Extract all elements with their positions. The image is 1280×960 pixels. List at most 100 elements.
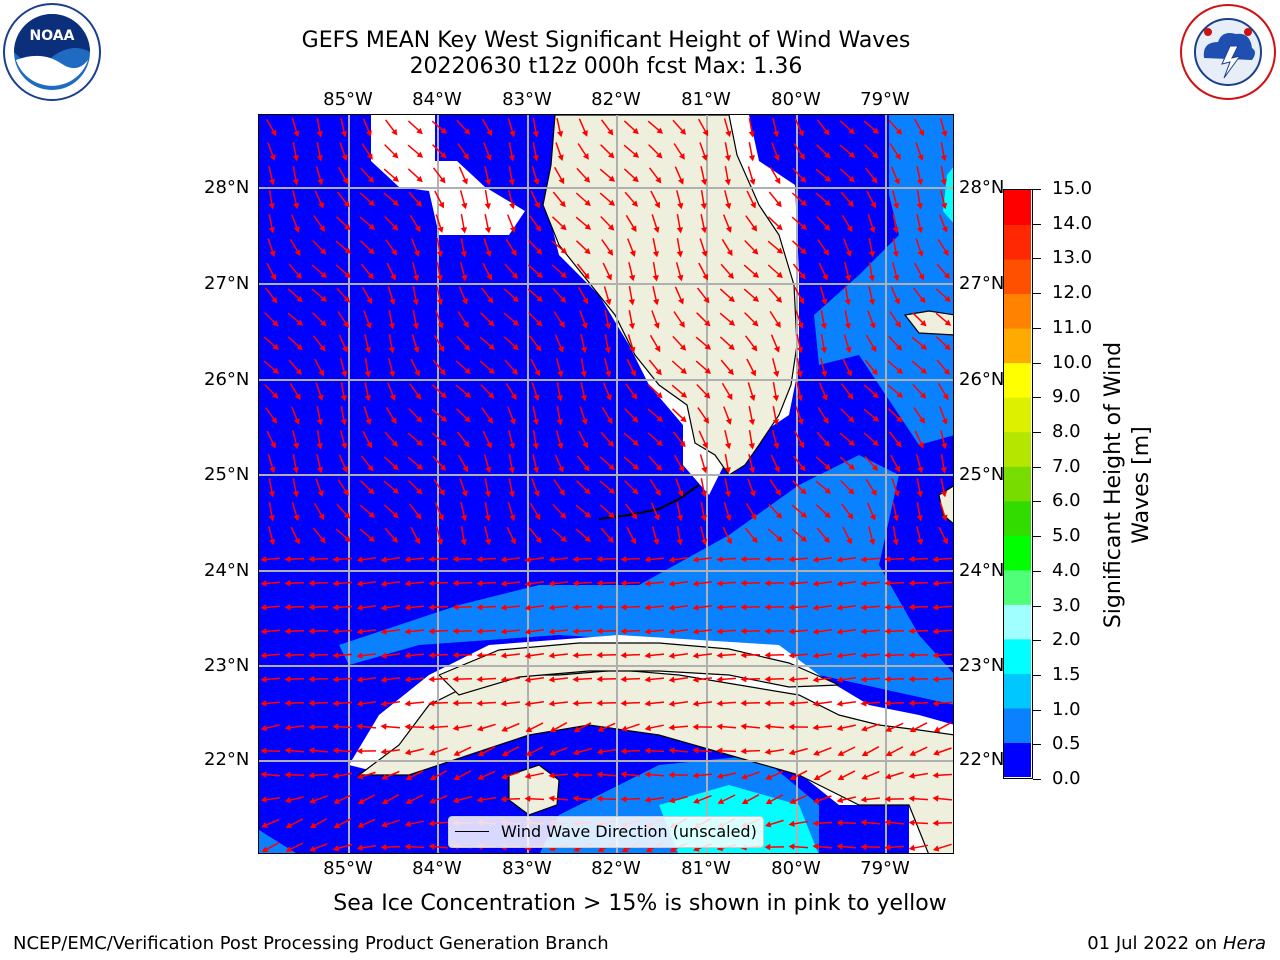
wind-wave-arrowhead (391, 249, 398, 256)
wind-wave-arrowhead (284, 675, 291, 683)
wind-wave-arrowhead (861, 773, 868, 780)
wind-wave-arrowhead (596, 675, 603, 683)
wind-wave-arrowhead (700, 515, 708, 522)
wind-wave-arrowhead (941, 514, 948, 522)
wind-wave-arrowhead (860, 652, 867, 659)
wind-wave-arrowhead (740, 699, 747, 707)
wind-wave-arrowhead (260, 628, 267, 635)
wind-wave-arrowhead (916, 203, 923, 210)
wind-wave-arrowhead (884, 676, 891, 683)
wind-wave-arrowhead (392, 511, 399, 519)
wind-wave-arrowhead (580, 346, 588, 354)
wind-wave-arrowhead (477, 774, 485, 780)
wind-wave-arrowhead (381, 773, 388, 780)
wind-wave-arrowhead (436, 275, 443, 282)
wind-wave-arrowhead (572, 676, 579, 683)
wind-wave-arrowhead (319, 344, 326, 352)
wind-wave-arrowhead (885, 750, 893, 757)
wind-wave-arrowhead (343, 200, 350, 208)
wind-wave-arrowhead (344, 535, 351, 543)
wind-wave-arrowhead (893, 274, 900, 282)
wind-wave-arrowhead (884, 700, 891, 707)
wind-wave-arrowhead (726, 537, 732, 545)
wind-wave-arrowhead (440, 152, 447, 159)
wind-wave-arrowhead (798, 130, 804, 137)
colorbar-tick-label: 4.0 (1052, 559, 1081, 581)
wind-wave-arrowhead (556, 419, 564, 426)
wind-wave-arrowhead (509, 130, 516, 138)
wind-wave-arrowhead (508, 442, 516, 450)
wind-wave-arrowhead (692, 604, 699, 611)
wind-wave-arrowhead (487, 392, 495, 399)
wind-wave-arrowhead (439, 176, 446, 184)
wind-wave-arrowhead (895, 128, 903, 135)
wind-wave-arrowhead (485, 154, 492, 161)
wind-wave-arrowhead (559, 512, 567, 519)
wind-wave-arrowhead (414, 537, 420, 545)
wind-wave-arrowhead (821, 394, 828, 401)
wind-wave-arrowhead (749, 490, 756, 497)
wind-wave-arrowhead (918, 129, 925, 137)
wind-wave-arrowhead (892, 251, 899, 258)
wind-wave-arrowhead (340, 130, 348, 138)
wind-wave-arrowhead (655, 176, 662, 184)
wind-wave-arrowhead (644, 604, 651, 611)
footer-date: 01 Jul 2022 on (1087, 933, 1223, 954)
wind-wave-arrowhead (380, 700, 387, 707)
wind-wave-arrowhead (604, 347, 611, 354)
wind-wave-arrowhead (654, 489, 661, 496)
wind-wave-arrowhead (356, 652, 363, 659)
wind-wave-arrowhead (316, 419, 324, 426)
wind-wave-arrowhead (357, 822, 365, 828)
wind-wave-arrowhead (860, 580, 867, 587)
wind-wave-arrowhead (621, 846, 629, 853)
wind-wave-arrowhead (464, 391, 472, 398)
wind-wave-arrowhead (476, 796, 483, 803)
wind-wave-arrowhead (440, 439, 447, 447)
wind-wave-arrowhead (380, 580, 387, 587)
wind-wave-arrowhead (764, 748, 771, 755)
wind-wave-arrowhead (364, 395, 372, 402)
wind-wave-arrowhead (524, 772, 531, 780)
wind-wave-arrowhead (909, 726, 917, 733)
wind-wave-arrowhead (557, 154, 564, 161)
wind-wave-arrowhead (368, 535, 375, 542)
wind-wave-arrowhead (511, 272, 518, 279)
wind-wave-arrowhead (412, 322, 420, 330)
wind-wave-arrowhead (488, 343, 495, 350)
wind-wave-arrowhead (535, 248, 543, 255)
map-canvas (259, 115, 953, 853)
wind-wave-arrowhead (740, 579, 747, 587)
wind-wave-arrowhead (461, 202, 468, 210)
wind-wave-arrowhead (260, 556, 267, 563)
wind-wave-arrowhead (932, 772, 939, 779)
wind-wave-arrowhead (918, 441, 924, 449)
wind-wave-arrowhead (316, 443, 323, 450)
wind-wave-arrowhead (728, 319, 736, 326)
wind-wave-arrowhead (871, 368, 878, 376)
wave-region-south (339, 455, 953, 705)
wind-wave-arrowhead (508, 154, 516, 162)
wind-wave-arrowhead (836, 556, 843, 563)
wind-wave-arrowhead (500, 628, 507, 635)
wind-wave-arrowhead (932, 628, 939, 635)
wind-wave-arrowhead (597, 726, 605, 732)
wind-wave-arrowhead (908, 819, 915, 826)
wind-wave-arrowhead (558, 466, 564, 473)
wind-wave-arrowhead (943, 368, 950, 376)
wind-wave-arrowhead (812, 843, 819, 850)
wind-wave-arrowhead (678, 298, 684, 305)
wind-wave-arrowhead (812, 724, 819, 731)
wind-wave-arrowhead (464, 367, 471, 375)
wind-wave-arrowhead (775, 200, 782, 208)
wind-wave-arrowhead (501, 725, 508, 732)
wind-wave-arrowhead (749, 466, 756, 474)
wind-wave-arrowhead (869, 514, 876, 521)
wind-wave-arrowhead (461, 274, 468, 282)
wind-wave-arrowhead (508, 179, 515, 186)
wind-wave-arrowhead (581, 130, 588, 137)
colorbar-segment (1004, 431, 1031, 467)
wind-wave-arrowhead (654, 201, 660, 209)
wind-wave-arrowhead (296, 319, 304, 326)
wind-wave-arrowhead (872, 127, 879, 134)
